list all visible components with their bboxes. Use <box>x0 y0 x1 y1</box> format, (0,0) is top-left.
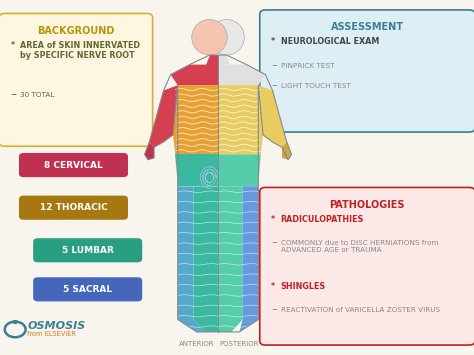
Text: 5 LUMBAR: 5 LUMBAR <box>62 246 114 255</box>
FancyBboxPatch shape <box>260 10 474 132</box>
Text: ~: ~ <box>271 63 277 69</box>
Text: COMMONLY due to DISC HERNIATIONS from
ADVANCED AGE or TRAUMA: COMMONLY due to DISC HERNIATIONS from AD… <box>281 240 438 253</box>
Text: ~: ~ <box>271 307 277 313</box>
Text: OSMOSIS: OSMOSIS <box>27 321 86 331</box>
Polygon shape <box>218 154 261 186</box>
Text: ~: ~ <box>10 92 17 98</box>
Ellipse shape <box>191 20 228 55</box>
FancyBboxPatch shape <box>0 13 153 146</box>
Text: POSTERIOR: POSTERIOR <box>219 341 259 347</box>
FancyBboxPatch shape <box>33 238 142 262</box>
Polygon shape <box>282 142 292 160</box>
Text: BACKGROUND: BACKGROUND <box>37 26 115 36</box>
Text: from ELSEVIER: from ELSEVIER <box>27 332 76 337</box>
Polygon shape <box>218 85 263 154</box>
Circle shape <box>13 321 17 323</box>
Text: ~: ~ <box>271 240 277 246</box>
Text: 5 SACRAL: 5 SACRAL <box>63 285 112 294</box>
Polygon shape <box>193 186 218 332</box>
FancyBboxPatch shape <box>33 277 142 301</box>
Polygon shape <box>239 186 258 332</box>
Polygon shape <box>175 154 218 186</box>
Text: *: * <box>271 215 275 224</box>
Text: 12 THORACIC: 12 THORACIC <box>40 203 107 212</box>
FancyBboxPatch shape <box>19 196 128 220</box>
Text: ANTERIOR: ANTERIOR <box>179 341 214 347</box>
Text: ~: ~ <box>271 83 277 89</box>
Polygon shape <box>206 55 218 65</box>
FancyBboxPatch shape <box>19 153 128 177</box>
Text: REACTIVATION of VARICELLA ZOSTER VIRUS: REACTIVATION of VARICELLA ZOSTER VIRUS <box>281 307 440 313</box>
Polygon shape <box>173 85 218 154</box>
Polygon shape <box>178 186 205 332</box>
Polygon shape <box>218 55 230 65</box>
Text: 30 TOTAL: 30 TOTAL <box>20 92 55 98</box>
Text: PATHOLOGIES: PATHOLOGIES <box>329 200 405 209</box>
Polygon shape <box>218 186 243 332</box>
Polygon shape <box>258 85 287 147</box>
Text: LIGHT TOUCH TEST: LIGHT TOUCH TEST <box>281 83 350 89</box>
Text: NEUROLOGICAL EXAM: NEUROLOGICAL EXAM <box>281 37 379 46</box>
Polygon shape <box>218 65 265 85</box>
Text: *: * <box>271 37 275 46</box>
Text: SHINGLES: SHINGLES <box>281 282 326 290</box>
Text: PINPRICK TEST: PINPRICK TEST <box>281 63 334 69</box>
Text: *: * <box>10 41 15 50</box>
Polygon shape <box>145 142 154 160</box>
Text: AREA of SKIN INNERVATED
by SPECIFIC NERVE ROOT: AREA of SKIN INNERVATED by SPECIFIC NERV… <box>20 41 140 60</box>
Text: ASSESSMENT: ASSESSMENT <box>331 22 404 32</box>
Polygon shape <box>149 85 178 147</box>
Text: *: * <box>271 282 275 290</box>
FancyBboxPatch shape <box>260 187 474 345</box>
Ellipse shape <box>209 20 245 55</box>
Polygon shape <box>171 65 218 85</box>
Text: RADICULOPATHIES: RADICULOPATHIES <box>281 215 364 224</box>
Text: 8 CERVICAL: 8 CERVICAL <box>44 160 103 170</box>
